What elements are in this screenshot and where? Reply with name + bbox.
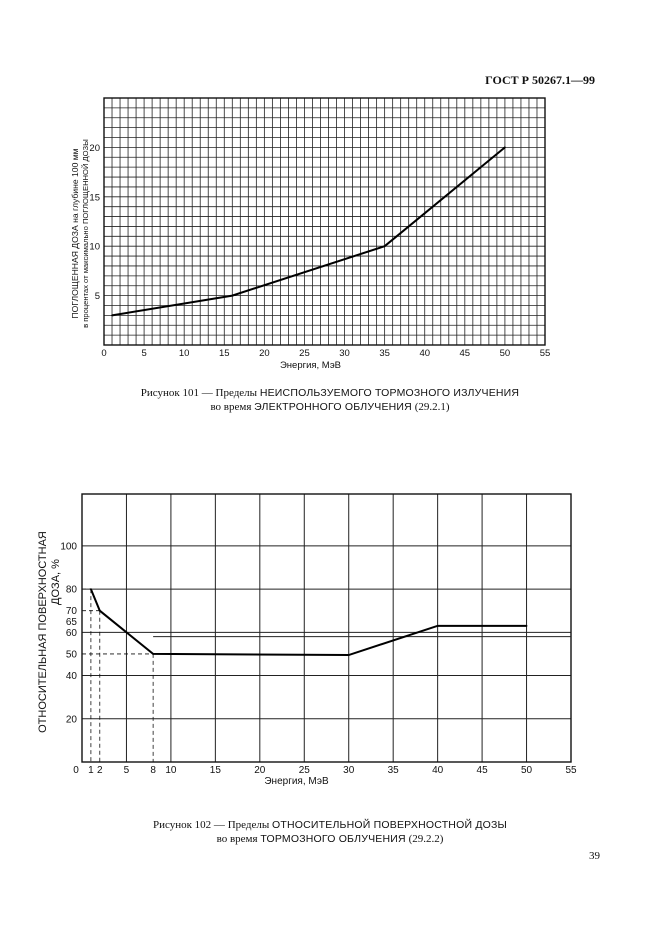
figure-101-line2-prefix: во время [210,401,255,413]
data-point [504,146,506,149]
y-tick-label: 100 [60,541,77,552]
figure-101-line2-upper: ЭЛЕКТРОННОГО ОБЛУЧЕНИЯ [254,401,412,413]
figure-102-title-prefix: Пределы [227,819,272,831]
data-point [436,624,439,627]
x-tick-label: 40 [419,348,430,359]
x-tick-label: 25 [299,765,311,776]
figure-101-caption-line1: Рисунок 101 — Пределы НЕИСПОЛЬЗУЕМОГО ТО… [60,386,600,400]
x-tick-label: 2 [97,765,103,776]
x-tick-label: 40 [432,765,444,776]
y-tick-label: 40 [66,671,78,682]
x-tick-label: 8 [150,765,156,776]
plot-frame [81,493,572,763]
data-point [525,624,528,627]
x-tick-label: 30 [339,348,350,359]
figure-102-caption: Рисунок 102 — Пределы ОТНОСИТЕЛЬНОЙ ПОВЕ… [60,818,600,846]
page-number: 39 [589,850,600,862]
x-tick-label: 0 [73,765,79,776]
figure-102-title-upper: ОТНОСИТЕЛЬНОЙ ПОВЕРХНОСТНОЙ ДОЗЫ [271,819,508,831]
figure-102-number: Рисунок 102 — [152,819,228,831]
figure-102-caption-line1: Рисунок 102 — Пределы ОТНОСИТЕЛЬНОЙ ПОВЕ… [60,818,600,832]
x-tick-label: 55 [565,765,577,776]
figure-102-line2-prefix: во время [216,833,261,845]
series-line-limit [89,588,527,657]
y-tick-label: 10 [89,242,100,253]
data-point [89,588,92,590]
figure-101-caption-line2: во время ЭЛЕКТРОННОГО ОБЛУЧЕНИЯ (29.2.1) [60,400,600,414]
x-tick-label: 5 [141,348,146,359]
data-point [152,653,155,655]
y-tick-label: 80 [66,585,78,596]
figure-101-title-prefix: Пределы [215,387,260,399]
y-tick-label: 20 [89,143,100,154]
x-tick-label: 1 [88,765,94,776]
figure-101-line2-ref: (29.2.1) [411,401,450,413]
y-axis-label-line2: ДОЗА, % [50,559,62,605]
y-tick-label: 5 [95,291,100,302]
x-tick-label: 15 [210,765,222,776]
figure-102-caption-line2: во время ТОРМОЗНОГО ОБЛУЧЕНИЯ (29.2.2) [60,832,600,846]
x-tick-label: 0 [101,348,106,359]
figure-102-line2-ref: (29.2.2) [405,833,444,845]
figure-102-line2-upper: ТОРМОЗНОГО ОБЛУЧЕНИЯ [260,833,406,845]
x-tick-label: 55 [540,348,551,359]
x-tick-label: 30 [343,765,355,776]
figure-101-number: Рисунок 101 — [140,387,216,399]
x-tick-label: 35 [388,765,400,776]
x-tick-label: 45 [460,348,471,359]
x-tick-label: 45 [477,765,489,776]
x-tick-label: 5 [124,765,130,776]
figure-101-caption: Рисунок 101 — Пределы НЕИСПОЛЬЗУЕМОГО ТО… [60,386,600,414]
data-point [98,609,101,612]
y-tick-label: 15 [89,192,100,203]
y-tick-label: 70 [66,606,78,617]
x-tick-label: 15 [219,348,230,359]
data-point [383,245,386,248]
x-tick-label: 20 [259,348,270,359]
y-axis-label-line1: ОТНОСИТЕЛЬНАЯ ПОВЕРХНОСТНАЯ [37,531,49,733]
x-axis-label: Энергия, МэВ [280,360,341,371]
document-id: ГОСТ Р 50267.1—99 [485,73,595,87]
x-axis-label: Энергия, МэВ [264,776,329,787]
data-point [347,654,350,656]
data-point [231,294,234,297]
data-point [111,314,113,317]
y-tick-label: 60 [66,628,78,639]
x-tick-label: 50 [500,348,511,359]
x-tick-label: 10 [165,765,177,776]
x-tick-label: 35 [379,348,390,359]
y-tick-label: 20 [66,714,78,725]
y-axis-label-line1: ПОГЛОЩЕННАЯ ДОЗА на глубине 100 мм [70,148,80,318]
y-axis-label-line2: в процентах от максимально ПОГЛОЩЕННОЙ Д… [81,139,90,328]
y-tick-label: 65 [66,617,78,628]
x-tick-label: 25 [299,348,310,359]
figure-101-title-upper: НЕИСПОЛЬЗУЕМОГО ТОРМОЗНОГО ИЗЛУЧЕНИЯ [259,387,520,399]
series-line-limit [111,146,506,317]
x-tick-label: 10 [179,348,190,359]
x-tick-label: 20 [254,765,266,776]
x-tick-label: 50 [521,765,533,776]
y-tick-label: 50 [66,649,78,660]
plot-frame [103,97,546,346]
